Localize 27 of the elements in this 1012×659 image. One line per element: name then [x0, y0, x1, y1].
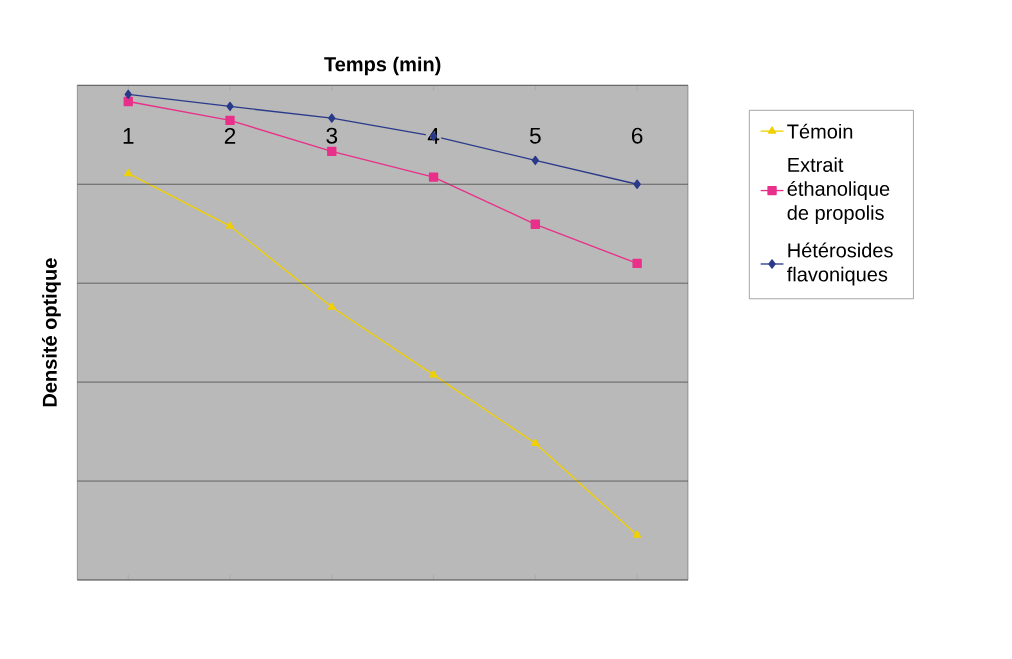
x-tick-label: 3	[326, 127, 338, 144]
point	[328, 113, 336, 123]
point	[124, 168, 133, 177]
x-tick-label: 6	[631, 127, 643, 144]
legend-label: Hétérosides flavoniques	[787, 242, 893, 286]
x-axis-title: Temps (min)	[324, 56, 441, 76]
x-tick-label: 5	[529, 128, 541, 144]
x-tick-label: 1	[123, 128, 134, 144]
legend-label: Extrait éthanolique de propolis	[787, 157, 890, 225]
point	[632, 258, 642, 269]
point	[123, 97, 133, 107]
point	[632, 530, 642, 538]
point	[327, 146, 337, 157]
point	[428, 172, 439, 182]
point	[225, 221, 235, 229]
point	[225, 115, 235, 126]
point	[531, 155, 540, 166]
legend-label: Témoin	[787, 123, 853, 139]
point	[226, 101, 234, 112]
x-tick-label: 2	[224, 128, 236, 144]
point	[633, 179, 641, 190]
y-axis-title: Densité optique	[42, 258, 61, 407]
point	[429, 370, 438, 378]
point	[530, 219, 541, 230]
point	[327, 302, 336, 310]
point	[531, 438, 540, 447]
point	[124, 89, 132, 100]
